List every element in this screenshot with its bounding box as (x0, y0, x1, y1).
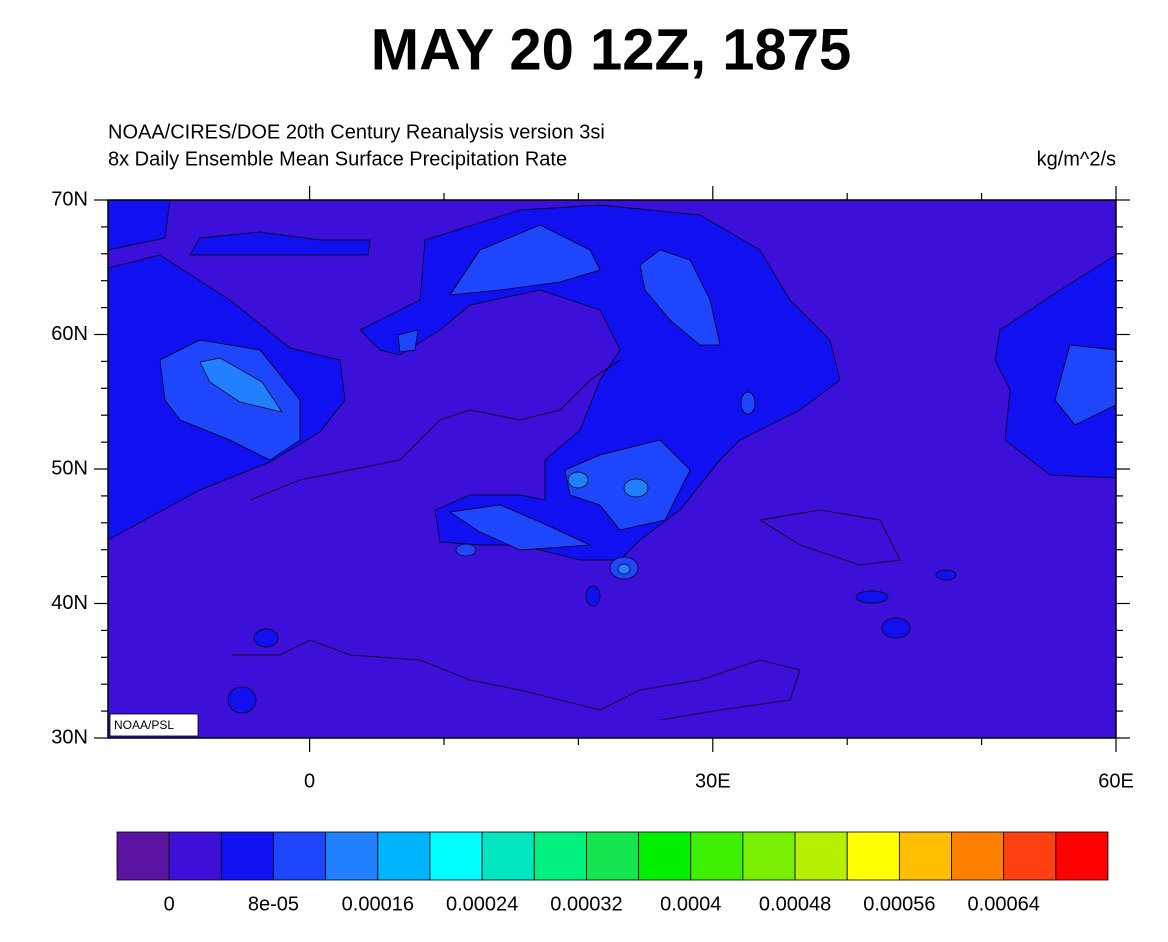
colorbar-box (116, 831, 170, 881)
contour-region (994, 254, 1117, 479)
colorbar-box (846, 831, 900, 881)
coastline (758, 509, 901, 566)
contour-region (189, 231, 371, 256)
y-tick-label: 30N (51, 726, 88, 748)
colorbar-label: 8e-05 (248, 893, 299, 915)
contour-region (449, 504, 591, 551)
subtitle: 8x Daily Ensemble Mean Surface Precipita… (108, 148, 567, 170)
map: NOAA/PSL (107, 199, 1117, 739)
colorbar-box (898, 831, 952, 881)
credit-box (109, 713, 199, 737)
title: MAY 20 12Z, 1875 (371, 17, 851, 82)
colorbar-label: 0.00056 (863, 893, 935, 915)
colorbar-box (794, 831, 848, 881)
credit: NOAA/PSL (114, 718, 174, 732)
colorbar-box (168, 831, 222, 881)
colorbar-box (325, 831, 379, 881)
colorbar-box (1055, 831, 1109, 881)
colorbar-box (481, 831, 535, 881)
colorbar-label: 0.00048 (759, 893, 831, 915)
y-tick-label: 60N (51, 323, 88, 345)
colorbar-box (533, 831, 587, 881)
contour-region (567, 471, 589, 489)
colorbar-label: 0.00016 (342, 893, 414, 915)
contour-region (617, 563, 631, 575)
colorbar-box (1003, 831, 1057, 881)
contour-region (455, 543, 477, 557)
y-tick-label: 70N (51, 188, 88, 210)
contour-region (623, 478, 649, 498)
contour-region (253, 628, 279, 648)
colorbar-label: 0.00024 (446, 893, 518, 915)
coastline (232, 639, 801, 721)
colorbar-box (690, 831, 744, 881)
x-tick-label: 60E (1098, 770, 1134, 792)
colorbar-box (951, 831, 1005, 881)
colorbar-box (638, 831, 692, 881)
colorbar-box (742, 831, 796, 881)
colorbar-box (429, 831, 483, 881)
colorbar-label: 0.00032 (550, 893, 622, 915)
y-tick-label: 50N (51, 457, 88, 479)
contour-region (397, 329, 419, 353)
colorbar-box (586, 831, 639, 881)
contour-region (159, 339, 301, 461)
contour-region (740, 391, 756, 415)
y-tick-label: 40N (51, 592, 88, 614)
contour-level (199, 357, 649, 575)
contour-region (1054, 344, 1117, 426)
colorbar-box (220, 831, 274, 881)
x-tick-label: 30E (695, 770, 731, 792)
coastline (249, 359, 621, 501)
colorbar-label: 0 (164, 893, 175, 915)
colorbar-label: 0.00064 (968, 893, 1040, 915)
x-tick-label: 0 (304, 770, 315, 792)
contour-region (855, 590, 889, 604)
contour-region (881, 617, 911, 639)
contour-region (935, 569, 957, 581)
colorbar-label: 0.0004 (660, 893, 721, 915)
contour-region (199, 357, 283, 413)
colorbar-box (273, 831, 327, 881)
contour-region (227, 686, 257, 714)
colorbar-box (377, 831, 431, 881)
contour-region (639, 249, 721, 346)
subtitle: NOAA/CIRES/DOE 20th Century Reanalysis v… (108, 121, 605, 143)
units: kg/m^2/s (1037, 148, 1116, 170)
coastline (232, 359, 901, 721)
contour-region (449, 224, 601, 296)
contour-region (585, 585, 601, 607)
